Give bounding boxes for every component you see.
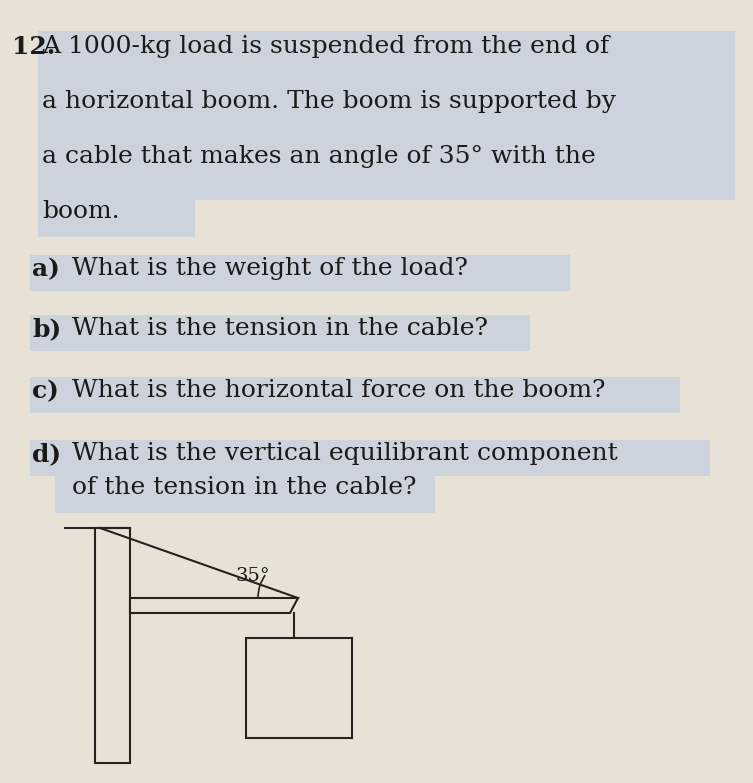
Text: 1000
kg: 1000 kg xyxy=(269,662,329,715)
Bar xyxy=(30,440,710,476)
Bar xyxy=(38,90,735,145)
Text: of the tension in the cable?: of the tension in the cable? xyxy=(72,476,416,499)
Text: d): d) xyxy=(32,442,61,466)
Bar xyxy=(30,315,530,351)
Bar xyxy=(38,145,735,200)
Bar xyxy=(246,638,352,738)
Bar xyxy=(38,31,735,90)
Bar xyxy=(95,528,130,763)
Bar xyxy=(38,200,195,237)
Text: What is the vertical equilibrant component: What is the vertical equilibrant compone… xyxy=(72,442,617,465)
Text: What is the horizontal force on the boom?: What is the horizontal force on the boom… xyxy=(72,379,605,402)
Text: b): b) xyxy=(32,317,61,341)
Text: A 1000-kg load is suspended from the end of: A 1000-kg load is suspended from the end… xyxy=(42,35,609,58)
Text: boom.: boom. xyxy=(42,200,120,223)
Text: a): a) xyxy=(32,257,60,281)
Bar xyxy=(55,476,435,513)
Text: What is the tension in the cable?: What is the tension in the cable? xyxy=(72,317,488,340)
Text: a horizontal boom. The boom is supported by: a horizontal boom. The boom is supported… xyxy=(42,90,616,113)
Bar xyxy=(30,255,570,291)
Text: c): c) xyxy=(32,379,59,403)
Text: 35°: 35° xyxy=(236,567,270,585)
Text: 12.: 12. xyxy=(12,35,56,59)
Text: a cable that makes an angle of 35° with the: a cable that makes an angle of 35° with … xyxy=(42,145,596,168)
Bar xyxy=(30,377,680,413)
Text: What is the weight of the load?: What is the weight of the load? xyxy=(72,257,468,280)
Polygon shape xyxy=(130,598,298,613)
